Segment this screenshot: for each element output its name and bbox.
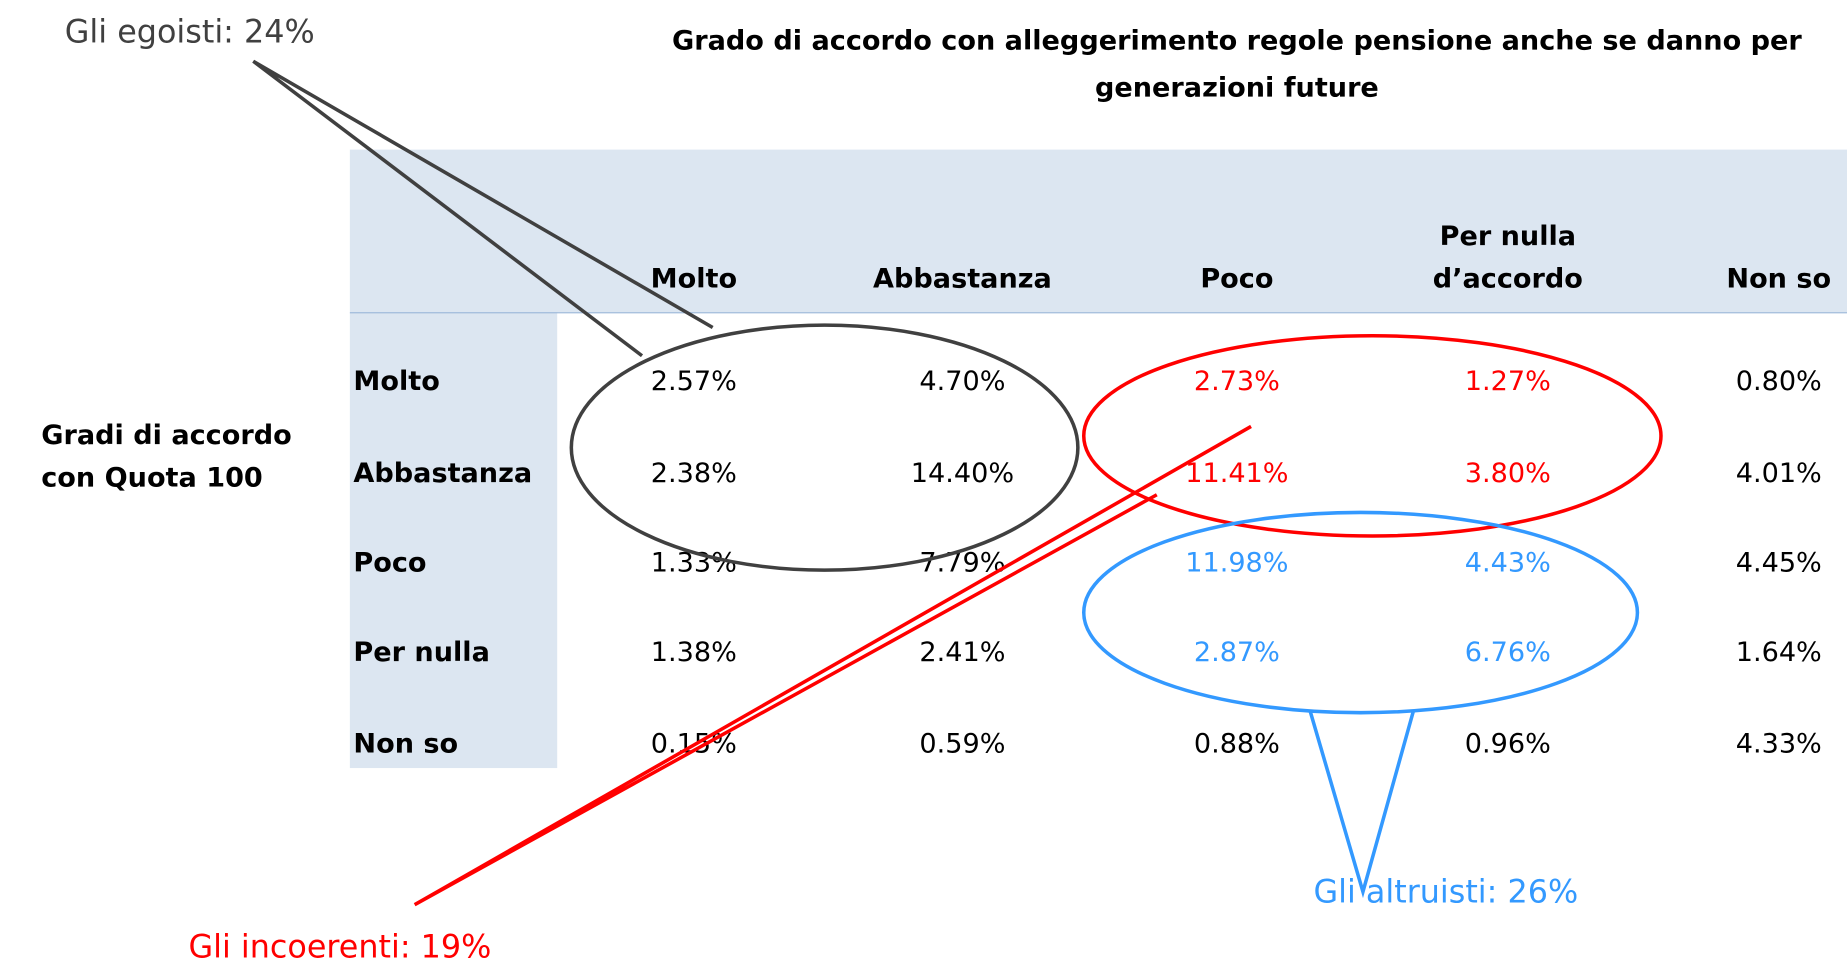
table-cell: 2.87% <box>1193 637 1280 668</box>
row-header: Per nulla <box>353 637 490 668</box>
table-cell: 4.01% <box>1735 458 1822 489</box>
row-header: Abbastanza <box>353 458 533 489</box>
column-header: Poco <box>1200 263 1274 295</box>
callout-label: Gli altruisti: 26% <box>1313 874 1579 911</box>
egoisti-bubble <box>252 59 1080 572</box>
table-cell: 1.64% <box>1735 637 1822 668</box>
row-axis-label: Gradi di accordo con Quota 100 <box>41 420 292 494</box>
table-cell: 0.96% <box>1464 729 1551 760</box>
callout-label: Gli incoerenti: 19% <box>188 929 492 966</box>
table-cell: 11.98% <box>1185 547 1289 579</box>
incoerenti-bubble <box>413 333 1663 907</box>
header-band <box>349 149 1847 313</box>
row-header-band <box>349 312 558 769</box>
table-cell: 4.45% <box>1735 547 1822 579</box>
table-cell: 1.38% <box>650 637 737 668</box>
table-cell: 1.27% <box>1464 366 1551 397</box>
column-header: Abbastanza <box>873 263 1052 295</box>
table-cell: 0.59% <box>919 729 1006 760</box>
table-cell: 4.43% <box>1464 547 1551 579</box>
table-cell: 11.41% <box>1185 458 1289 489</box>
table-title: Grado di accordo con alleggerimento rego… <box>672 25 1802 104</box>
table-cell: 6.76% <box>1464 637 1551 668</box>
table-cell: 2.73% <box>1193 366 1280 397</box>
table-cell: 2.57% <box>650 366 737 397</box>
column-header: Molto <box>650 263 738 295</box>
table-cell: 3.80% <box>1464 458 1551 489</box>
row-header: Non so <box>353 729 459 760</box>
table-cell: 2.38% <box>650 458 737 489</box>
table-cell: 0.88% <box>1193 729 1280 760</box>
callout-label: Gli egoisti: 24% <box>64 14 315 51</box>
header-rule <box>349 312 1847 314</box>
table-cell: 4.33% <box>1735 729 1822 760</box>
row-header: Molto <box>353 366 440 397</box>
table-cell: 14.40% <box>910 458 1015 489</box>
row-header: Poco <box>353 547 427 579</box>
column-header: Non so <box>1726 263 1832 295</box>
altruisti-bubble <box>1081 510 1640 899</box>
column-header: Per nulla d’accordo <box>1432 221 1583 295</box>
table-cell: 2.41% <box>919 637 1006 668</box>
table-cell: 0.80% <box>1735 366 1822 397</box>
table-cell: 4.70% <box>919 366 1006 397</box>
